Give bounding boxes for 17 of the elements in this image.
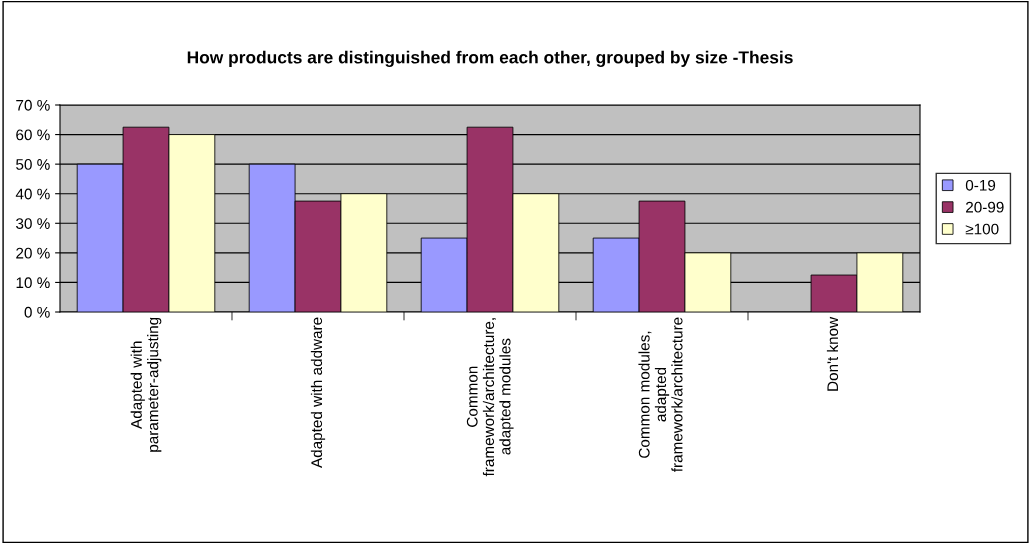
legend-label: 20-99 [966, 201, 1004, 213]
x-tick-label: Don't know [826, 316, 839, 391]
chart-title: How products are distinguished from each other, grouped by size -Thesis [187, 50, 793, 68]
legend-label: 0-19 [965, 179, 996, 191]
y-tick-label: 30 % [16, 218, 50, 229]
x-tick-label: Common framework/architecture, adapted modules [466, 318, 514, 477]
x-tick-label: Adapted with parameter-adjusting [130, 317, 162, 452]
x-tick-label: Adapted with addware [310, 317, 326, 468]
y-tick-label: 70 % [16, 99, 50, 111]
y-tick-label: 40 % [15, 188, 50, 200]
y-tick-label: 20 % [16, 247, 50, 259]
y-tick-label: 0 % [24, 306, 50, 318]
y-tick-label: 10 % [16, 277, 50, 289]
legend-label: ≥100 [965, 223, 999, 235]
x-tick-label: Common modules, adapted framework/architecture [638, 317, 683, 473]
y-tick-label: 50 % [16, 159, 50, 170]
y-tick-label: 60 % [16, 129, 50, 141]
